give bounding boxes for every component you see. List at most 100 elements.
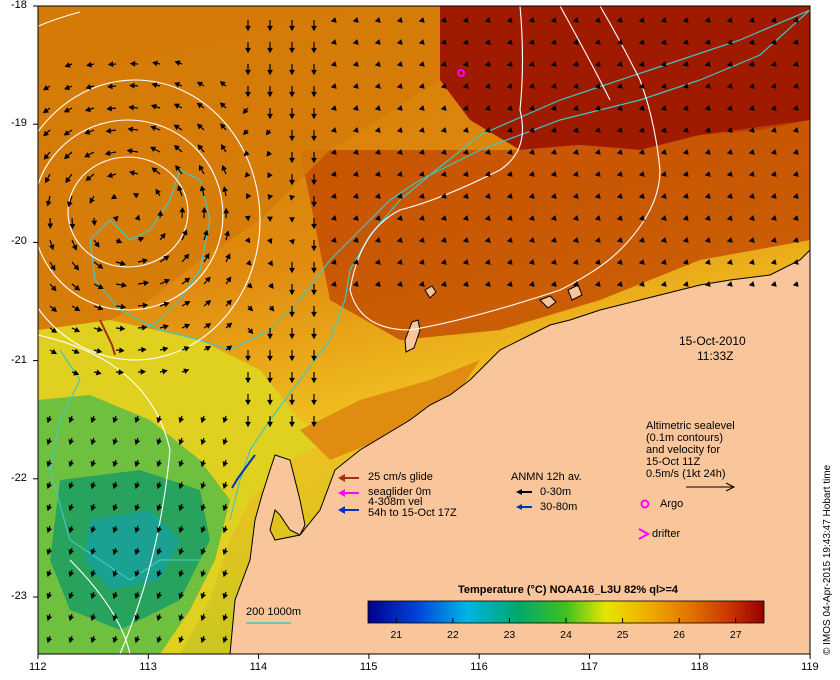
velocity-arrow-head [616, 83, 623, 89]
velocity-arrow-head [484, 281, 491, 287]
velocity-arrow-head [151, 82, 158, 89]
argo-marker [457, 69, 465, 77]
velocity-arrow-head [682, 149, 689, 155]
velocity-arrow-head [68, 549, 75, 556]
colorbar-tick-label: 22 [447, 629, 459, 641]
velocity-arrow-head [440, 193, 447, 199]
velocity-arrow-head [726, 61, 733, 67]
velocity-arrow-head [550, 83, 557, 89]
velocity-arrow-head [156, 571, 163, 578]
velocity-arrow-head [770, 17, 777, 23]
velocity-arrow-head [594, 127, 601, 133]
velocity-arrow-head [50, 285, 57, 292]
velocity-arrow-head [396, 281, 403, 287]
velocity-arrow-head [330, 193, 337, 199]
velocity-arrow-head [200, 417, 207, 424]
velocity-arrow-head [182, 229, 188, 236]
velocity-arrow-head [440, 105, 447, 111]
velocity-arrow-head [46, 637, 53, 644]
velocity-arrow-head [594, 281, 601, 287]
velocity-arrow-head [134, 505, 141, 512]
velocity-arrow-head [156, 461, 163, 468]
glider-track-blue [231, 454, 256, 489]
velocity-arrow-head [594, 149, 601, 155]
velocity-arrow-head [792, 193, 799, 199]
velocity-arrows [42, 17, 799, 644]
velocity-arrow-head [86, 61, 92, 68]
velocity-arrow-head [726, 83, 733, 89]
velocity-arrow-head [550, 193, 557, 199]
velocity-arrow-head [85, 84, 92, 90]
cool-patch [85, 510, 180, 590]
velocity-arrow-head [90, 593, 97, 600]
velocity-arrow-head [352, 215, 359, 221]
velocity-arrow-head [311, 201, 317, 208]
velocity-arrow-head [374, 17, 381, 23]
velocity-arrow-head [46, 549, 53, 556]
map-frame [37, 5, 811, 655]
velocity-arrow-head [222, 527, 229, 534]
velocity-arrow-head [150, 103, 157, 110]
velocity-arrow-head [43, 153, 50, 160]
velocity-arrow-head [572, 281, 579, 287]
velocity-arrow-head [184, 277, 191, 284]
velocity-arrow-head [311, 47, 317, 54]
velocity-arrow-head [396, 193, 403, 199]
velocity-arrow-head [311, 245, 317, 252]
velocity-arrow-head [374, 149, 381, 155]
velocity-arrow-head [572, 83, 579, 89]
velocity-arrow-head [572, 17, 579, 23]
velocity-arrow-head [225, 276, 232, 283]
velocity-arrow-head [156, 549, 163, 556]
velocity-arrow-head [311, 135, 317, 142]
velocity-arrow-head [157, 210, 164, 216]
velocity-arrow-head [330, 61, 337, 67]
velocity-arrow-head [64, 62, 71, 68]
velocity-arrow-head [247, 305, 254, 312]
velocity-arrow-head [311, 377, 317, 384]
velocity-arrow-head [770, 237, 777, 243]
velocity-arrow-head [748, 259, 755, 265]
velocity-arrow-head [97, 304, 104, 311]
velocity-arrow-head [374, 259, 381, 265]
velocity-arrow-head [90, 483, 97, 490]
velocity-arrow-head [704, 215, 711, 221]
velocity-arrow-head [267, 377, 273, 384]
velocity-arrow-head [265, 129, 272, 136]
velocity-arrow-head [183, 368, 190, 374]
velocity-arrow-head [660, 215, 667, 221]
velocity-arrow-head [528, 105, 535, 111]
velocity-arrow-head [197, 144, 204, 151]
velocity-arrow-head [143, 280, 150, 287]
velocity-arrow-head [289, 355, 295, 362]
velocity-arrow-head [682, 105, 689, 111]
velocity-arrow-head [660, 83, 667, 89]
velocity-arrow-head [352, 105, 359, 111]
velocity-arrow-head [352, 149, 359, 155]
velocity-arrow-head [42, 107, 49, 114]
x-tick-label: 117 [580, 661, 599, 673]
velocity-arrow-head [128, 170, 135, 176]
velocity-arrow-head [68, 615, 75, 622]
velocity-arrow-head [506, 39, 513, 45]
velocity-arrow-head [418, 39, 425, 45]
velocity-arrow-head [528, 237, 535, 243]
velocity-arrow-head [528, 193, 535, 199]
velocity-arrow-head [660, 237, 667, 243]
velocity-arrow-head [179, 206, 186, 213]
velocity-arrow-head [112, 637, 119, 644]
glider-legend-item: 4-308m vel [368, 496, 423, 508]
velocity-arrow-head [245, 421, 251, 428]
velocity-arrow-head [68, 439, 75, 446]
velocity-arrow-head [222, 593, 229, 600]
velocity-arrow-head [462, 127, 469, 133]
velocity-arrow-head [374, 281, 381, 287]
velocity-arrow-head [792, 39, 799, 45]
velocity-arrow-head [221, 164, 228, 172]
velocity-arrow-head [311, 113, 317, 120]
velocity-arrow-head [418, 193, 425, 199]
velocity-arrow-head [90, 571, 97, 578]
velocity-arrow-head [748, 17, 755, 23]
velocity-arrow-head [462, 149, 469, 155]
